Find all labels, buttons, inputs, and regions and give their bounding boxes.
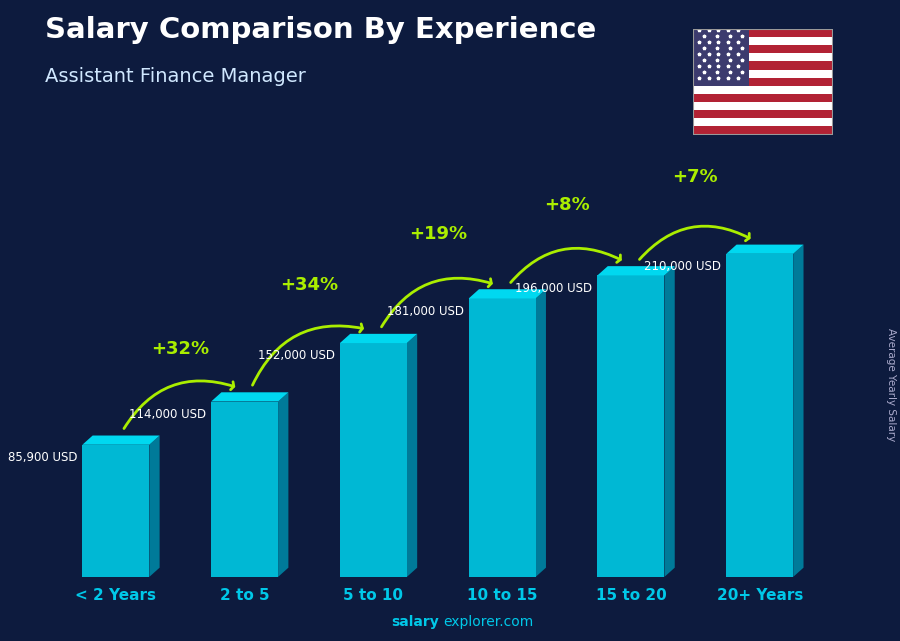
Bar	[693, 86, 832, 94]
Bar	[726, 254, 793, 577]
Bar	[693, 53, 832, 62]
Bar	[340, 343, 407, 577]
Bar	[693, 102, 832, 110]
Polygon shape	[82, 435, 159, 445]
Bar	[693, 94, 832, 102]
Bar	[693, 119, 832, 126]
Bar	[693, 78, 832, 86]
Bar	[693, 29, 832, 37]
Polygon shape	[726, 245, 804, 254]
Text: 114,000 USD: 114,000 USD	[129, 408, 206, 420]
Bar	[469, 299, 536, 577]
Bar	[693, 37, 832, 45]
Text: 210,000 USD: 210,000 USD	[644, 260, 721, 273]
Bar	[598, 276, 664, 577]
Polygon shape	[469, 289, 546, 299]
Text: +32%: +32%	[151, 340, 210, 358]
Polygon shape	[212, 392, 288, 401]
Polygon shape	[340, 334, 418, 343]
Text: 196,000 USD: 196,000 USD	[515, 281, 592, 294]
Text: explorer.com: explorer.com	[443, 615, 533, 629]
Text: +7%: +7%	[672, 168, 718, 186]
Text: +19%: +19%	[409, 225, 467, 243]
Text: salary: salary	[392, 615, 439, 629]
Bar	[693, 29, 749, 86]
Bar	[693, 110, 832, 119]
Text: +34%: +34%	[280, 276, 338, 294]
Polygon shape	[407, 334, 418, 577]
Polygon shape	[278, 392, 288, 577]
Text: Salary Comparison By Experience: Salary Comparison By Experience	[45, 16, 596, 44]
Polygon shape	[598, 266, 675, 276]
Bar	[693, 126, 832, 135]
Text: +8%: +8%	[544, 196, 590, 214]
Polygon shape	[664, 266, 675, 577]
Polygon shape	[149, 435, 159, 577]
Text: 152,000 USD: 152,000 USD	[257, 349, 335, 362]
Polygon shape	[536, 289, 546, 577]
Text: 181,000 USD: 181,000 USD	[386, 304, 464, 317]
Text: Average Yearly Salary: Average Yearly Salary	[886, 328, 896, 441]
Bar	[693, 62, 832, 69]
Polygon shape	[793, 245, 804, 577]
Bar	[82, 445, 149, 577]
Bar	[693, 45, 832, 53]
Text: 85,900 USD: 85,900 USD	[8, 451, 77, 464]
Text: Assistant Finance Manager: Assistant Finance Manager	[45, 67, 306, 87]
Bar	[212, 401, 278, 577]
Bar	[693, 69, 832, 78]
